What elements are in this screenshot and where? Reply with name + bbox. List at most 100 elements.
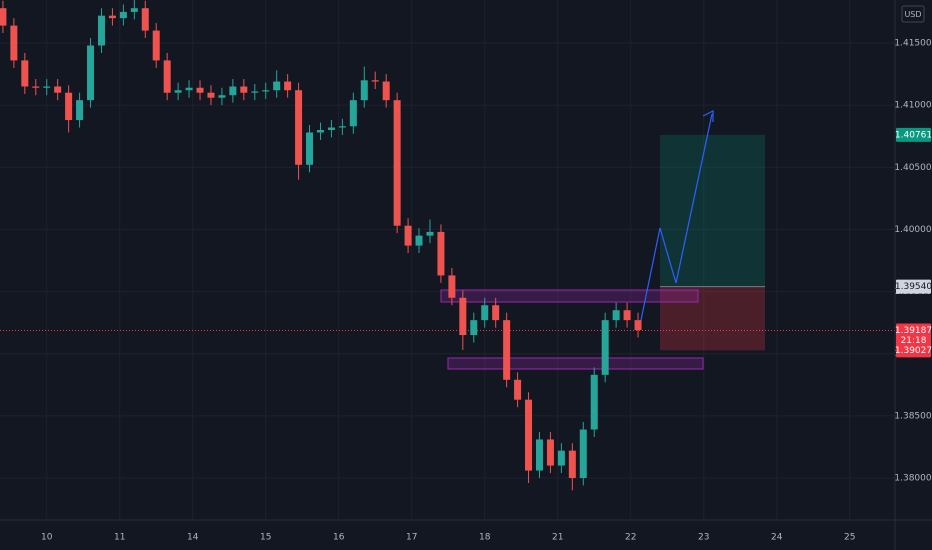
- candle-body: [108, 15, 116, 19]
- candle-body: [130, 8, 138, 12]
- candle-body: [97, 15, 105, 46]
- candle-body: [295, 90, 303, 165]
- candle-body: [251, 91, 259, 93]
- candle-body: [557, 450, 565, 466]
- candle-body: [546, 439, 554, 466]
- candle-body: [459, 297, 467, 336]
- candle-body: [426, 231, 434, 236]
- candle-body: [284, 81, 292, 91]
- candle-body: [306, 132, 314, 165]
- candle-body: [393, 100, 401, 226]
- y-tick-label: 1.40000: [894, 225, 931, 235]
- candle-body: [141, 8, 149, 31]
- candle-body: [568, 450, 576, 478]
- candle-body: [338, 126, 346, 128]
- y-tick-label: 1.38000: [894, 473, 931, 483]
- stop-zone: [660, 286, 765, 351]
- candle-body: [65, 92, 73, 121]
- candle-body: [349, 100, 357, 127]
- candle-body: [43, 86, 51, 88]
- candle-body: [32, 86, 40, 88]
- x-tick-label: 21: [552, 533, 563, 543]
- candle-body: [54, 86, 62, 93]
- price-label-box: [896, 343, 931, 358]
- candle-body: [481, 305, 489, 321]
- candle-body: [196, 87, 204, 93]
- countdown: 21:18: [901, 336, 927, 346]
- candle-body: [21, 60, 29, 87]
- y-tick-label: 1.38500: [894, 411, 931, 421]
- candle-body: [316, 130, 324, 133]
- candle-body: [437, 231, 445, 276]
- candle-body: [382, 81, 390, 101]
- candle-body: [525, 399, 533, 471]
- drawings: [0, 110, 895, 370]
- x-tick-label: 17: [406, 533, 417, 543]
- candle-body: [503, 320, 511, 380]
- x-tick-label: 10: [41, 533, 53, 543]
- candle-body: [240, 86, 248, 93]
- x-tick-label: 25: [844, 533, 855, 543]
- price-label-box: [896, 279, 931, 294]
- candle-body: [404, 225, 412, 246]
- forecast-arrowhead: [702, 110, 714, 122]
- candle-body: [360, 80, 368, 101]
- candle-body: [207, 92, 215, 98]
- y-tick-label: 1.41000: [894, 101, 931, 111]
- candle-body: [152, 30, 160, 61]
- candle-body: [371, 80, 379, 82]
- candles: [0, 0, 642, 491]
- x-tick-label: 14: [187, 533, 199, 543]
- price-label: 1.39027: [895, 346, 932, 356]
- supply-zone: [440, 289, 699, 303]
- x-tick-label: 15: [260, 533, 271, 543]
- price-label-box: [896, 323, 931, 348]
- candle-body: [0, 8, 7, 26]
- candle-body: [174, 90, 182, 93]
- candle-body: [76, 100, 84, 121]
- candle-body: [514, 379, 522, 400]
- price-label: 1.39540: [895, 282, 932, 292]
- candle-body: [601, 320, 609, 375]
- y-tick-label: 1.40500: [894, 163, 931, 173]
- currency-box[interactable]: [901, 5, 925, 23]
- x-tick-label: 24: [771, 533, 783, 543]
- candle-body: [119, 11, 127, 19]
- candle-body: [612, 310, 620, 321]
- price-label: 1.40761: [895, 130, 932, 140]
- x-tick-label: 22: [625, 533, 636, 543]
- candle-body: [163, 60, 171, 93]
- candle-body: [634, 320, 642, 331]
- x-tick-label: 23: [698, 533, 709, 543]
- candle-body: [579, 429, 587, 478]
- candle-body: [470, 320, 478, 336]
- price-label-box: [896, 127, 931, 142]
- x-tick-label: 11: [114, 533, 125, 543]
- candle-body: [185, 87, 193, 91]
- x-tick-label: 16: [333, 533, 345, 543]
- x-tick-label: 18: [479, 533, 491, 543]
- currency: USD: [904, 10, 921, 19]
- forecast-path: [639, 113, 713, 326]
- candle-body: [415, 235, 423, 246]
- candle-body: [623, 310, 631, 321]
- candle-body: [87, 45, 95, 101]
- candle-body: [218, 95, 226, 98]
- candle-body: [229, 86, 237, 96]
- candle-body: [273, 81, 281, 91]
- price-label: 1.39187: [895, 326, 932, 336]
- candle-body: [535, 439, 543, 471]
- y-tick-label: 1.41500: [894, 39, 931, 49]
- candle-body: [10, 25, 18, 61]
- candle-body: [590, 374, 598, 430]
- candle-body: [262, 90, 270, 92]
- demand-zone: [447, 357, 704, 370]
- target-zone: [660, 134, 765, 287]
- candle-body: [492, 305, 500, 321]
- candle-body: [448, 275, 456, 298]
- candle-body: [327, 127, 335, 130]
